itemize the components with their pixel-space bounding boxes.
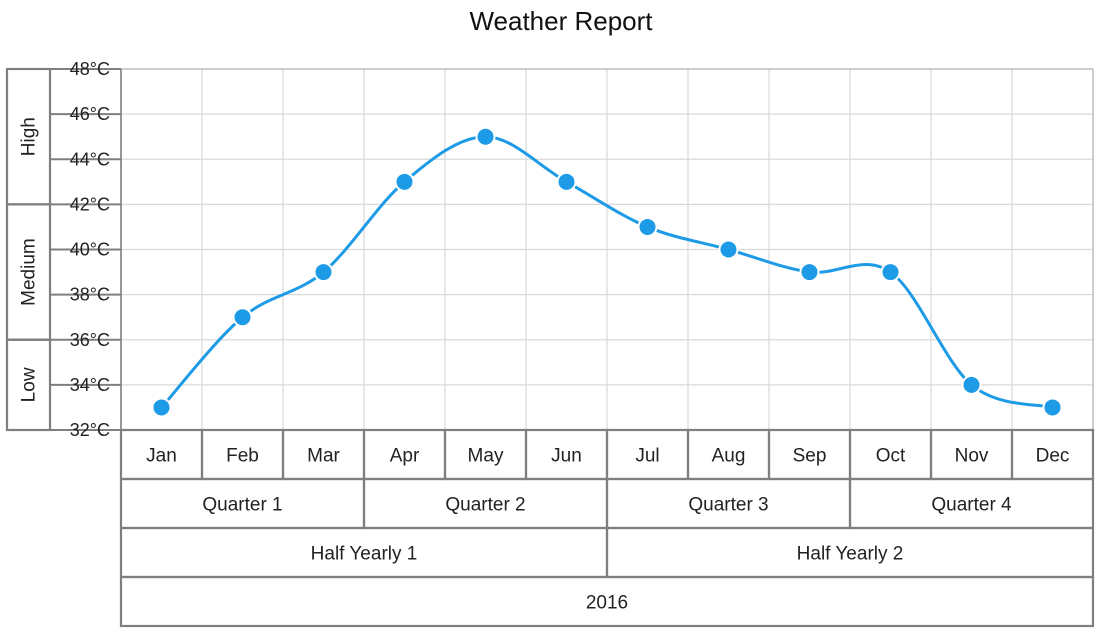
- data-point: [394, 171, 415, 192]
- x-group-label: Half Yearly 1: [311, 544, 418, 565]
- y-band-label: Medium: [19, 238, 40, 306]
- data-point: [1042, 397, 1063, 418]
- x-tick-label: Dec: [1036, 446, 1070, 467]
- y-tick-label: 42°C: [70, 194, 110, 214]
- y-band-label: High: [19, 117, 40, 156]
- x-group-label: Quarter 3: [688, 495, 768, 516]
- data-point: [637, 216, 658, 237]
- data-point: [313, 262, 334, 283]
- grid-lines: [121, 69, 1093, 430]
- x-tick-label: Jun: [551, 446, 582, 467]
- y-band-box: [5, 67, 52, 206]
- data-point: [475, 126, 496, 147]
- data-point: [232, 307, 253, 328]
- data-point: [961, 374, 982, 395]
- y-tick-label: 32°C: [70, 420, 110, 440]
- x-tick-label: Oct: [876, 446, 906, 467]
- x-tick-label: Mar: [307, 446, 340, 467]
- x-tick-label: May: [468, 446, 504, 467]
- x-tick-label: Aug: [712, 446, 746, 467]
- x-tick-label: Nov: [955, 446, 989, 467]
- x-group-label: Quarter 4: [931, 495, 1012, 516]
- y-tick-label: 36°C: [70, 330, 110, 350]
- y-tick-label: 44°C: [70, 149, 110, 169]
- data-point: [799, 262, 820, 283]
- x-group-box: [119, 575, 1095, 628]
- chart-title: Weather Report: [469, 6, 653, 36]
- y-axis-band-labels: Low Medium High: [5, 67, 52, 432]
- y-tick-label: 40°C: [70, 240, 110, 260]
- y-tick-label: 34°C: [70, 375, 110, 395]
- x-tick-label: Jan: [146, 446, 177, 467]
- y-tick-label: 38°C: [70, 285, 110, 305]
- x-group-label: 2016: [586, 593, 628, 614]
- x-tick-label: Jul: [635, 446, 659, 467]
- data-point: [880, 262, 901, 283]
- y-tick-label: 46°C: [70, 104, 110, 124]
- data-point: [151, 397, 172, 418]
- y-band-label: Low: [19, 367, 40, 402]
- x-tick-label: Feb: [226, 446, 259, 467]
- temperature-series: [151, 126, 1063, 418]
- data-point: [718, 239, 739, 260]
- x-group-label: Half Yearly 2: [797, 544, 904, 565]
- x-tick-label: Sep: [793, 446, 827, 467]
- y-tick-label: 48°C: [70, 59, 110, 79]
- data-point: [556, 171, 577, 192]
- y-axis: 32°C 34°C 36°C 38°C 40°C 42°C 44°C 46°C 48°C: [50, 59, 122, 440]
- series-line: [160, 135, 1053, 409]
- x-tick-label: Apr: [390, 446, 420, 467]
- x-group-label: Quarter 1: [202, 495, 282, 516]
- x-group-label: Quarter 2: [445, 495, 525, 516]
- x-axis-multilevel-labels: Jan Feb Mar Apr May Jun Jul Aug Sep Oct Nov Dec Quar…: [119, 428, 1095, 628]
